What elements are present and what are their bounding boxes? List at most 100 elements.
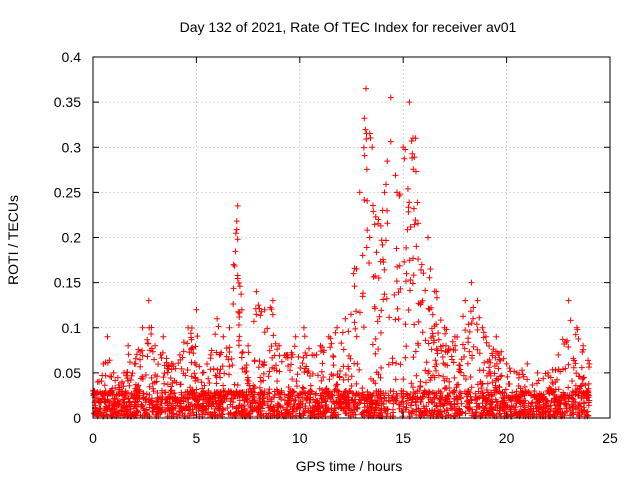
data-point [206, 379, 213, 386]
data-point [476, 350, 483, 357]
data-point [162, 389, 169, 396]
data-point [419, 329, 426, 336]
data-point [255, 302, 262, 309]
data-point [189, 406, 196, 413]
data-point [290, 388, 297, 395]
data-point [120, 383, 127, 390]
y-tick-label: 0.05 [54, 365, 81, 381]
y-tick-label: 0.3 [62, 139, 82, 155]
data-point [345, 352, 352, 359]
data-point [239, 408, 246, 415]
data-point [433, 321, 440, 328]
data-point [112, 395, 119, 402]
data-point [94, 389, 101, 396]
data-point [146, 347, 153, 354]
data-point [489, 350, 496, 357]
data-point [372, 350, 379, 357]
data-point [401, 155, 408, 162]
data-point [381, 189, 388, 196]
data-point [464, 391, 471, 398]
data-point [213, 400, 220, 407]
data-point [144, 340, 151, 347]
data-point [175, 360, 182, 367]
data-point [186, 349, 193, 356]
data-point [470, 315, 477, 322]
data-point [466, 348, 473, 355]
data-point [146, 383, 153, 390]
data-point [334, 324, 341, 331]
data-point [408, 399, 415, 406]
data-point [526, 389, 533, 396]
data-point [162, 408, 169, 415]
data-point [158, 355, 165, 362]
data-point [515, 374, 522, 381]
data-point [572, 382, 579, 389]
data-point [565, 361, 572, 368]
data-point [585, 357, 592, 364]
data-point [261, 388, 268, 395]
data-point [350, 400, 357, 407]
data-point [390, 388, 397, 395]
data-point [212, 372, 219, 379]
data-point [328, 340, 335, 347]
data-point [152, 342, 159, 349]
data-point [461, 345, 468, 352]
data-point [466, 399, 473, 406]
data-point [541, 393, 548, 400]
data-point [301, 409, 308, 416]
data-point [393, 278, 400, 285]
data-point [442, 330, 449, 337]
data-point [110, 369, 117, 376]
data-point [452, 342, 459, 349]
data-point [131, 360, 138, 367]
data-point [384, 220, 391, 227]
data-point [189, 344, 196, 351]
data-point [95, 412, 102, 419]
data-point [359, 252, 366, 259]
data-point [572, 360, 579, 367]
data-point [447, 405, 454, 412]
data-point [379, 207, 386, 214]
data-point [357, 399, 364, 406]
data-point [242, 369, 249, 376]
data-point [236, 313, 243, 320]
data-point [134, 407, 141, 414]
data-point [133, 351, 140, 358]
data-point [192, 343, 199, 350]
data-point [422, 379, 429, 386]
data-point [184, 340, 191, 347]
data-point [465, 339, 472, 346]
data-point [233, 409, 240, 416]
data-point [361, 115, 368, 122]
data-point [194, 401, 201, 408]
data-point [294, 371, 301, 378]
data-point [148, 331, 155, 338]
data-point [459, 409, 466, 416]
data-point [212, 331, 219, 338]
data-point [462, 376, 469, 383]
data-point [137, 412, 144, 419]
data-point [295, 353, 302, 360]
data-point [372, 335, 379, 342]
data-point [497, 373, 504, 380]
data-point [232, 248, 239, 255]
data-point [410, 255, 417, 262]
data-point [190, 350, 197, 357]
data-point [161, 370, 168, 377]
data-point [472, 409, 479, 416]
data-point [134, 408, 141, 415]
data-point [456, 366, 463, 373]
data-point [437, 403, 444, 410]
data-point [569, 378, 576, 385]
data-point [303, 363, 310, 370]
data-point [538, 391, 545, 398]
data-point [365, 394, 372, 401]
data-point [507, 408, 514, 415]
data-point [143, 410, 150, 417]
data-point [279, 411, 286, 418]
data-point [402, 321, 409, 328]
data-point [378, 364, 385, 371]
data-point [226, 348, 233, 355]
data-point [179, 354, 186, 361]
data-point [274, 346, 281, 353]
